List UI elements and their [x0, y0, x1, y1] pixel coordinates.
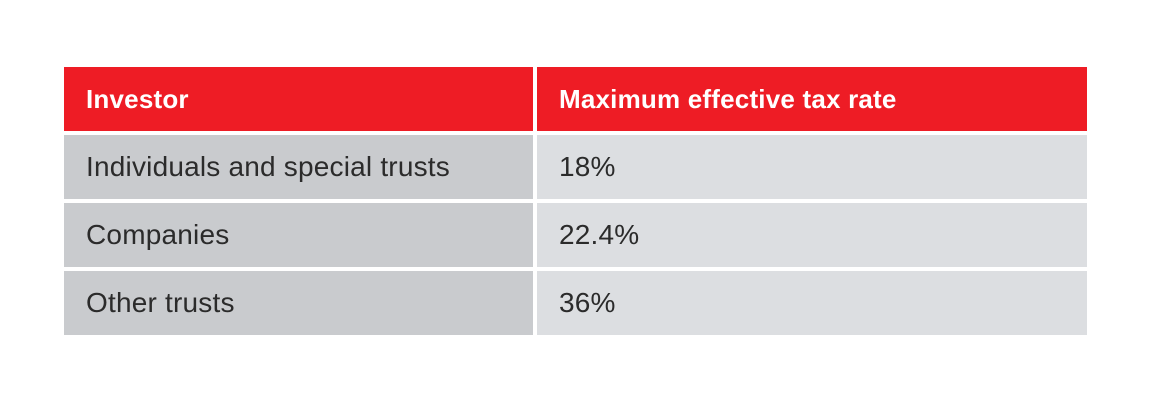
row-rate-companies: 22.4% [537, 203, 1087, 267]
row-investor-other-trusts: Other trusts [64, 271, 533, 335]
tax-rate-table: Investor Maximum effective tax rate Indi… [64, 67, 1087, 335]
header-investor: Investor [64, 67, 533, 131]
row-investor-individuals: Individuals and special trusts [64, 135, 533, 199]
row-investor-companies: Companies [64, 203, 533, 267]
row-rate-individuals: 18% [537, 135, 1087, 199]
header-max-effective-tax-rate: Maximum effective tax rate [537, 67, 1087, 131]
row-rate-other-trusts: 36% [537, 271, 1087, 335]
